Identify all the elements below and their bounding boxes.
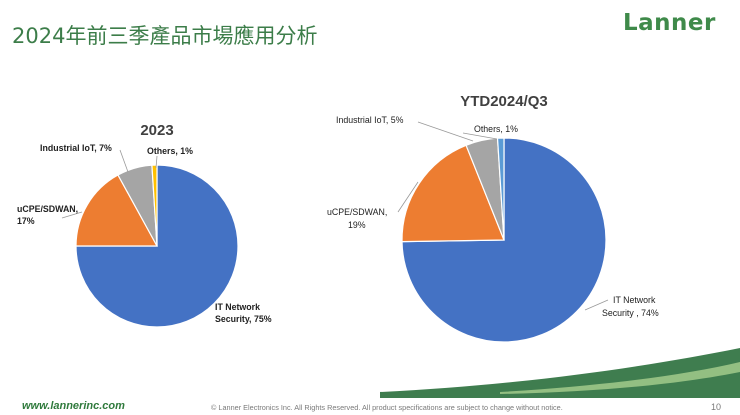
slide-title: 2024年前三季產品市場應用分析	[12, 24, 318, 48]
label-it-network-security-2023-line2: Security, 75%	[215, 314, 272, 324]
slice-others-2023	[151, 164, 158, 247]
label-it-network-security-2024-line2: Security , 74%	[602, 308, 659, 318]
label-industrial-iot-2023: Industrial IoT, 7%	[40, 143, 112, 153]
chart-title-ytd2024-q3: YTD2024/Q3	[460, 93, 548, 110]
lanner-logo: Lanner	[623, 10, 716, 36]
leader-line	[584, 299, 609, 311]
pie-chart-2023: 2023 Industrial IoT, 7% Others, 1% uCPE/…	[17, 122, 272, 328]
label-industrial-iot-2024: Industrial IoT, 5%	[336, 115, 404, 125]
footer-copyright: © Lanner Electronics Inc. All Rights Res…	[211, 403, 563, 412]
pie-chart-ytd2024-q3: YTD2024/Q3 Industrial IoT, 5% Others, 1%…	[327, 93, 659, 343]
label-ucpe-sdwan-2024-line2: 19%	[348, 220, 366, 230]
leader-line	[119, 149, 129, 173]
label-ucpe-sdwan-2023-line1: uCPE/SDWAN,	[17, 204, 78, 214]
chart-title-2023: 2023	[140, 122, 173, 139]
leader-line	[61, 211, 83, 219]
slice-others-2024	[496, 137, 505, 241]
label-ucpe-sdwan-2024-line1: uCPE/SDWAN,	[327, 207, 387, 217]
label-others-2023: Others, 1%	[147, 146, 193, 156]
label-ucpe-sdwan-2023-line2: 17%	[17, 216, 35, 226]
leader-line	[417, 121, 474, 142]
label-it-network-security-2023-line1: IT Network	[215, 302, 260, 312]
leader-line	[462, 132, 498, 140]
slice-ucpe-sdwan-2024	[401, 144, 505, 243]
label-others-2024: Others, 1%	[474, 124, 518, 134]
footer-website-link[interactable]: www.lannerinc.com	[22, 400, 125, 412]
leader-line	[397, 181, 419, 213]
page-number: 10	[711, 402, 722, 412]
leader-line	[155, 155, 158, 169]
footer-wave-highlight	[500, 362, 740, 394]
slice-ucpe-sdwan-2023	[75, 174, 159, 247]
footer-wave-decoration	[380, 348, 740, 398]
label-it-network-security-2024-line1: IT Network	[613, 295, 656, 305]
